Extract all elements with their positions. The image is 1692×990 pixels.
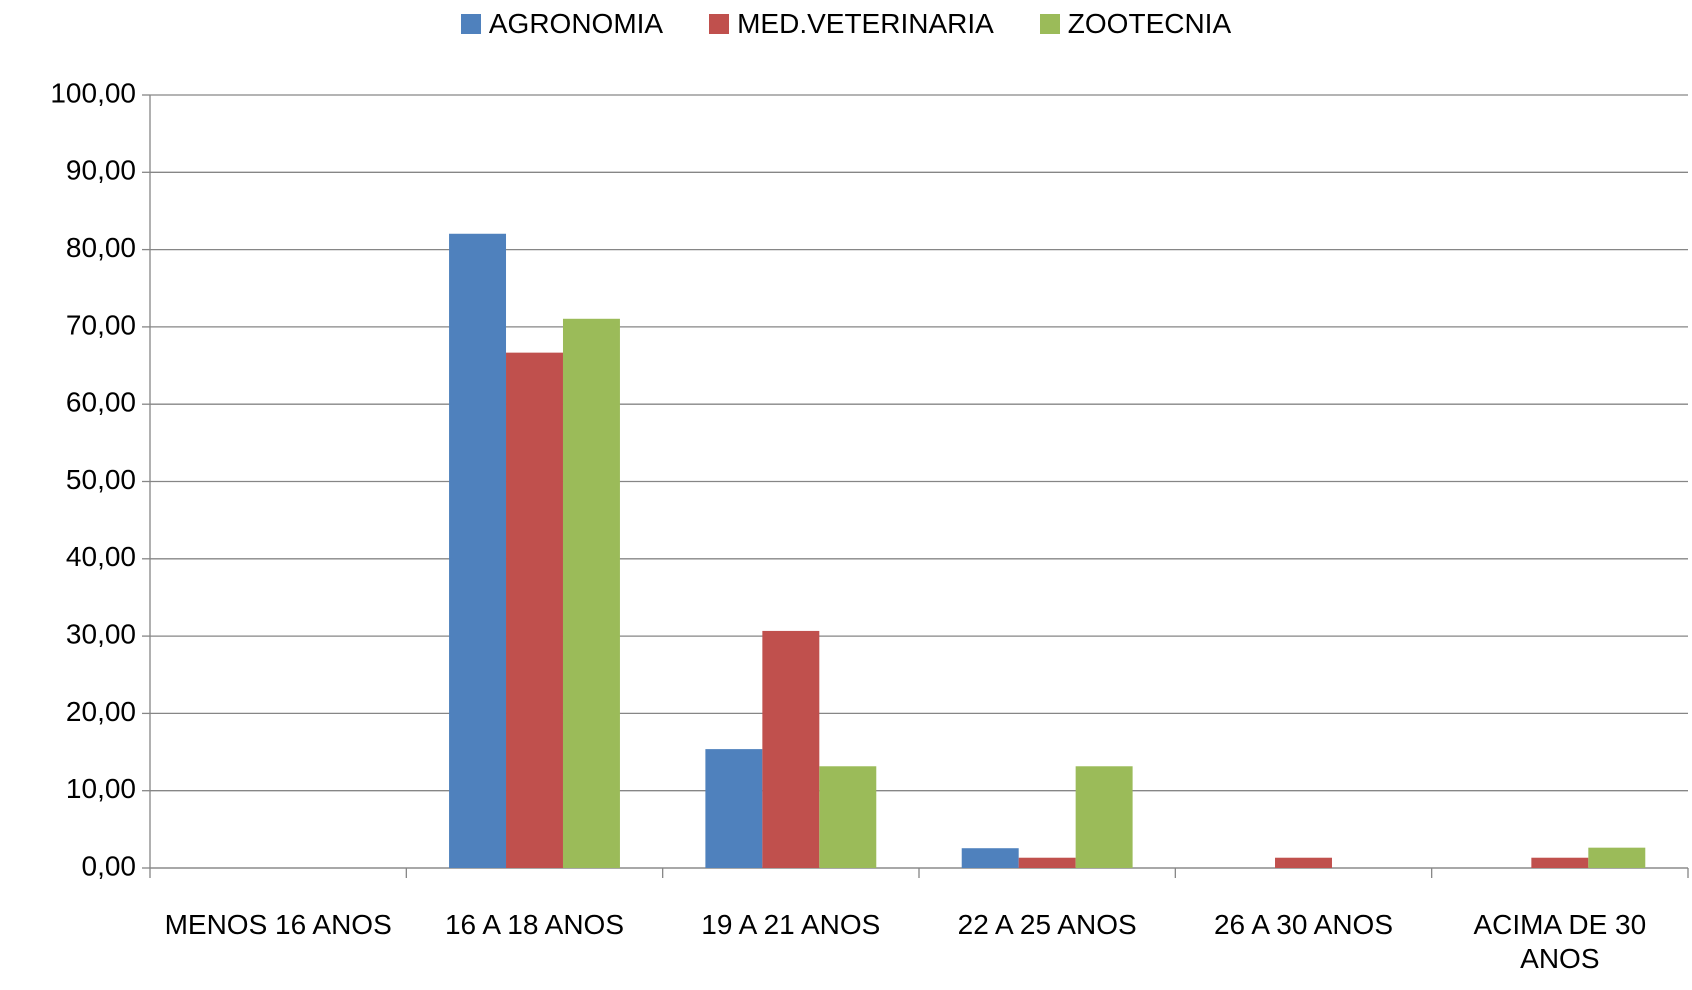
x-tick-label: ACIMA DE 30 ANOS (1473, 909, 1647, 974)
y-tick-label: 0,00 (82, 850, 137, 881)
y-tick-label: 70,00 (66, 309, 136, 340)
y-tick-label: 100,00 (50, 77, 136, 108)
bar (562, 318, 620, 868)
legend-item: MED.VETERINARIA (709, 8, 994, 40)
legend-swatch (460, 14, 481, 34)
x-tick-label: 22 A 25 ANOS (957, 909, 1137, 940)
bar (705, 749, 763, 868)
y-tick-label: 60,00 (66, 387, 136, 418)
x-tick-label: 19 A 21 ANOS (701, 909, 881, 940)
legend-swatch (1039, 14, 1060, 34)
legend-label: ZOOTECNIA (1067, 8, 1232, 39)
legend-swatch (709, 14, 730, 34)
x-tick-label: 26 A 30 ANOS (1213, 909, 1393, 940)
bar (1275, 857, 1332, 868)
bar (1531, 857, 1589, 868)
x-tick-label: MENOS 16 ANOS (164, 909, 392, 940)
y-tick-label: 50,00 (66, 464, 136, 495)
legend-label: AGRONOMIA (488, 8, 664, 39)
y-tick-label: 80,00 (66, 232, 136, 263)
bar (1018, 857, 1076, 868)
bar (506, 352, 563, 869)
legend: AGRONOMIA MED.VETERINARIA ZOOTECNIA (0, 8, 1692, 40)
bar (1075, 766, 1133, 868)
y-tick-label: 90,00 (66, 155, 136, 186)
bar (961, 848, 1019, 868)
bar (762, 630, 820, 868)
legend-item: ZOOTECNIA (1039, 8, 1232, 40)
y-tick-label: 20,00 (66, 696, 136, 727)
legend-label: MED.VETERINARIA (737, 8, 994, 39)
bar (819, 766, 877, 868)
bar (449, 233, 507, 869)
legend-item: AGRONOMIA (460, 8, 664, 40)
y-tick-label: 40,00 (66, 541, 136, 572)
y-tick-label: 10,00 (66, 773, 136, 804)
bar (1588, 847, 1646, 868)
y-tick-label: 30,00 (66, 618, 136, 649)
x-tick-label: 16 A 18 ANOS (444, 909, 624, 940)
